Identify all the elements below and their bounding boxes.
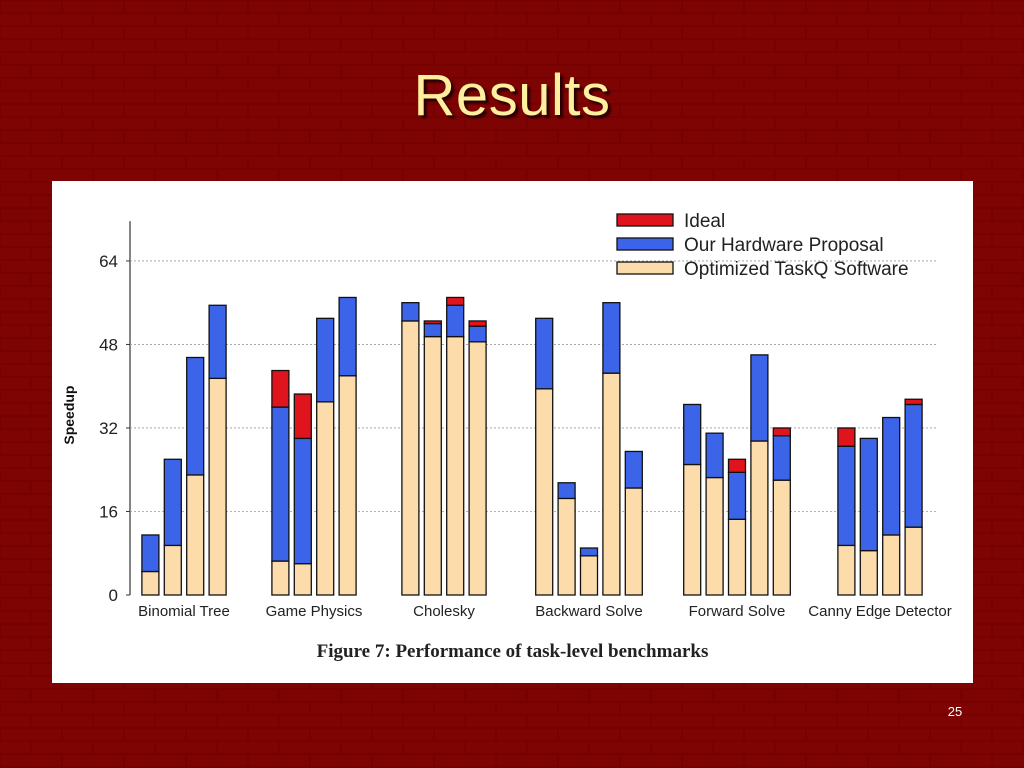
software-bar-segment [705, 476, 724, 596]
software-bar-segment [557, 497, 576, 596]
y-tick-label: 48 [99, 335, 118, 354]
hardware-bar-segment [293, 437, 312, 565]
hardware-bar-segment [141, 534, 160, 573]
software-bar-segment [186, 474, 205, 596]
hardware-bar-segment [624, 450, 643, 489]
x-category-label: Binomial Tree [138, 603, 230, 620]
software-bar-segment [338, 375, 357, 596]
software-bar-segment [316, 401, 335, 596]
y-tick-label: 16 [99, 502, 118, 521]
legend-swatch [616, 261, 674, 275]
x-category-label: Canny Edge Detector [808, 603, 951, 620]
hardware-bar-segment [705, 432, 724, 479]
hardware-bar-segment [750, 354, 769, 442]
hardware-bar-segment [904, 403, 923, 528]
hardware-bar-segment [557, 482, 576, 500]
software-bar-segment [423, 335, 442, 596]
legend-label: Our Hardware Proposal [684, 235, 884, 256]
ideal-bar-segment [423, 320, 442, 325]
legend-swatch [616, 237, 674, 251]
y-tick-label: 32 [99, 419, 118, 438]
software-bar-segment [624, 487, 643, 596]
legend-swatch [616, 213, 674, 227]
hardware-bar-segment [882, 416, 901, 536]
hardware-bar-segment [316, 317, 335, 403]
hardware-bar-segment [208, 304, 227, 380]
software-bar-segment [602, 372, 621, 596]
hardware-bar-segment [446, 304, 465, 338]
ideal-bar-segment [772, 427, 791, 437]
hardware-bar-segment [423, 322, 442, 338]
ideal-bar-segment [727, 458, 747, 473]
software-bar-segment [750, 440, 769, 596]
hardware-bar-segment [271, 406, 290, 562]
x-category-label: Forward Solve [689, 603, 786, 620]
software-bar-segment [446, 335, 465, 596]
hardware-bar-segment [727, 471, 747, 520]
software-bar-segment [535, 388, 554, 596]
ideal-bar-segment [446, 296, 465, 306]
y-tick-label: 0 [109, 586, 118, 605]
hardware-bar-segment [859, 437, 878, 552]
hardware-bar-segment [401, 302, 420, 322]
software-bar-segment [271, 560, 290, 596]
hardware-bar-segment [602, 302, 621, 374]
speedup-bar-chart: 0 16 32 48 64 Speedup Binomial Tree Game Physic… [61, 211, 952, 620]
figure-panel: 0 16 32 48 64 Speedup Binomial Tree Game Physic… [52, 181, 973, 683]
software-bar-segment [683, 463, 702, 596]
software-bar-segment [882, 534, 901, 596]
hardware-bar-segment [837, 445, 856, 547]
software-bar-segment [579, 555, 599, 596]
hardware-bar-segment [535, 317, 554, 390]
hardware-bar-segment [186, 356, 205, 476]
ideal-bar-segment [293, 393, 312, 440]
software-bar-segment [293, 563, 312, 596]
software-bar-segment [727, 518, 747, 596]
hardware-bar-segment [338, 296, 357, 377]
software-bar-segment [468, 341, 487, 596]
hardware-bar-segment [772, 435, 791, 481]
software-bar-segment [837, 544, 856, 596]
figure-caption: Figure 7: Performance of task-level benc… [316, 641, 709, 662]
hardware-bar-segment [468, 325, 487, 343]
x-category-label: Backward Solve [535, 603, 643, 620]
ideal-bar-segment [468, 320, 487, 327]
slide-number: 25 [947, 704, 963, 719]
x-category-label: Cholesky [413, 603, 475, 620]
software-bar-segment [401, 320, 420, 596]
software-bar-segment [163, 544, 182, 596]
legend-label: Ideal [684, 211, 725, 232]
software-bar-segment [141, 570, 160, 596]
slide-title: Results [413, 63, 611, 128]
software-bar-segment [904, 526, 923, 596]
hardware-bar-segment [579, 547, 599, 557]
legend-label: Optimized TaskQ Software [684, 259, 909, 280]
software-bar-segment [772, 479, 791, 596]
ideal-bar-segment [837, 427, 856, 447]
software-bar-segment [208, 377, 227, 596]
x-category-label: Game Physics [266, 603, 363, 620]
hardware-bar-segment [683, 403, 702, 466]
ideal-bar-segment [904, 398, 923, 406]
y-tick-label: 64 [99, 252, 118, 271]
y-axis-label: Speedup [61, 386, 77, 445]
ideal-bar-segment [271, 369, 290, 408]
software-bar-segment [859, 549, 878, 596]
hardware-bar-segment [163, 458, 182, 547]
